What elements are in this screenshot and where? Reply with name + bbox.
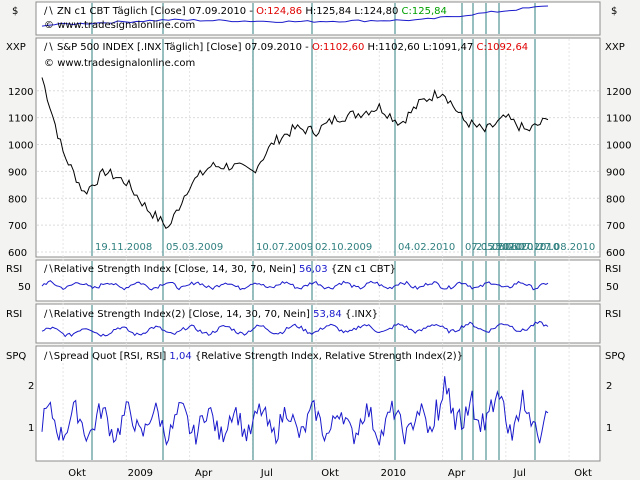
spx-y-tick-label: 900 bbox=[606, 167, 625, 178]
spx-y-tick-label: 900 bbox=[8, 167, 27, 178]
rsi1-y-tick-label: 50 bbox=[18, 282, 31, 293]
spx-y-tick-label: 600 bbox=[606, 248, 625, 259]
rsi2-line bbox=[41, 320, 549, 338]
rsi2-curve-icon: ∕∖ bbox=[44, 309, 54, 320]
zn-panel bbox=[35, 1, 601, 36]
rsi1-y-tick-label: 50 bbox=[606, 282, 619, 293]
time-axis-label: Apr bbox=[448, 468, 466, 479]
spx-y-tick-label: 800 bbox=[606, 194, 625, 205]
spq-y-tick-label: 1 bbox=[28, 423, 34, 434]
spq-y-ticks: 1 1 2 2 bbox=[28, 381, 612, 434]
spq-curve-icon: ∕∖ bbox=[44, 351, 54, 362]
event-date-label: 10.07.2009 bbox=[256, 242, 313, 253]
spx-watermark: © www.tradesignalonline.com bbox=[44, 58, 195, 69]
zn-axis-label-left: $ bbox=[12, 6, 18, 17]
time-axis-label: Okt bbox=[574, 468, 592, 479]
spx-y-tick-label: 700 bbox=[606, 221, 625, 232]
time-axis-label: Jul bbox=[513, 468, 526, 479]
time-axis-label: Jul bbox=[260, 468, 273, 479]
event-date-label: 07.05.2010 bbox=[465, 242, 522, 253]
spx-y-tick-label: 600 bbox=[8, 248, 27, 259]
spx-y-ticks: 600 600 700 700 800 800 900 900 1000 1000 1100 1100… bbox=[8, 87, 631, 259]
rsi1-line bbox=[41, 280, 549, 291]
spx-y-tick-label: 1000 bbox=[606, 141, 631, 152]
event-date-label: 07.07.2010 bbox=[502, 242, 559, 253]
rsi2-axis-label-right: RSI bbox=[605, 309, 621, 320]
spx-header-main: ∕∖ S&P 500 INDEX [.INX Täglich] [Close] … bbox=[44, 42, 528, 53]
spx-y-tick-label: 800 bbox=[8, 194, 27, 205]
rsi1-axis-label-left: RSI bbox=[6, 264, 22, 275]
spx-y-tick-label: 1000 bbox=[8, 141, 33, 152]
event-vertical-lines bbox=[91, 3, 536, 460]
spq-y-tick-label: 2 bbox=[606, 381, 612, 392]
spx-panel bbox=[35, 37, 601, 258]
event-date-label: 25.06.2010 bbox=[489, 242, 546, 253]
event-date-label: 04.02.2010 bbox=[398, 242, 455, 253]
spx-y-tick-label: 1200 bbox=[8, 87, 33, 98]
spx-axis-label-left: XXP bbox=[6, 42, 26, 53]
spx-price-line bbox=[41, 77, 549, 230]
rsi-y-ticks: 50 50 bbox=[18, 282, 619, 293]
event-date-label: 21.05.2010 bbox=[476, 242, 533, 253]
zn-axis-label-right: $ bbox=[611, 6, 617, 17]
spx-y-tick-label: 1100 bbox=[606, 114, 631, 125]
event-date-label: 02.10.2009 bbox=[315, 242, 372, 253]
time-axis: Okt 2009 Apr Jul Okt 2010 Apr Jul Okt bbox=[68, 468, 592, 479]
zn-header-main: ∕∖ ZN c1 CBT Täglich [Close] 07.09.2010 … bbox=[44, 6, 447, 17]
rsi1-curve-icon: ∕∖ bbox=[44, 264, 54, 275]
time-axis-label: Apr bbox=[195, 468, 213, 479]
spq-line bbox=[41, 376, 549, 446]
zn-curve-icon: ∕∖ bbox=[44, 6, 54, 17]
rsi1-header: ∕∖Relative Strength Index [Close, 14, 30… bbox=[44, 264, 396, 275]
zn-watermark: © www.tradesignalonline.com bbox=[44, 20, 195, 31]
time-axis-label: 2009 bbox=[128, 468, 153, 479]
spq-y-tick-label: 1 bbox=[606, 423, 612, 434]
zn-price-line bbox=[41, 5, 549, 27]
event-date-label: 19.11.2008 bbox=[95, 242, 152, 253]
spx-axis-label-right: XXP bbox=[605, 42, 625, 53]
spx-y-tick-label: 700 bbox=[8, 221, 27, 232]
time-axis-label: 2010 bbox=[381, 468, 406, 479]
spx-y-tick-label: 1200 bbox=[606, 87, 631, 98]
spx-curve-icon: ∕∖ bbox=[44, 42, 54, 53]
rsi1-axis-label-right: RSI bbox=[605, 264, 621, 275]
rsi2-header: ∕∖Relative Strength Index(2) [Close, 14,… bbox=[44, 309, 378, 320]
spq-header: ∕∖Spread Quot [RSI, RSI] 1,04 {Relative … bbox=[44, 351, 463, 362]
spx-y-tick-label: 1100 bbox=[8, 114, 33, 125]
time-axis-label: Okt bbox=[68, 468, 86, 479]
rsi2-axis-label-left: RSI bbox=[6, 309, 22, 320]
spq-axis-label-left: SPQ bbox=[6, 351, 26, 362]
event-date-label: 05.03.2009 bbox=[166, 242, 223, 253]
event-date-label: 27.08.2010 bbox=[538, 242, 595, 253]
time-axis-label: Okt bbox=[321, 468, 339, 479]
spq-y-tick-label: 2 bbox=[28, 381, 34, 392]
spq-panel bbox=[35, 345, 601, 462]
spq-axis-label-right: SPQ bbox=[605, 351, 625, 362]
